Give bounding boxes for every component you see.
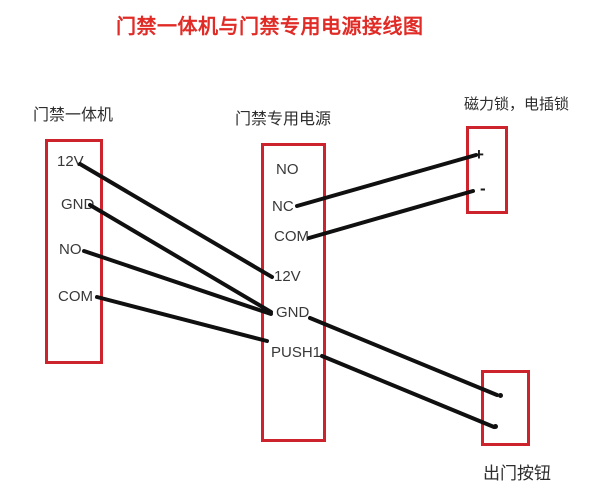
lock-terminal-plus: + bbox=[474, 145, 484, 164]
controller-terminal-no: NO bbox=[59, 241, 82, 258]
power-terminal-gnd: GND bbox=[276, 304, 310, 321]
wire-controller.GND-to-power.GND bbox=[88, 203, 273, 314]
power-label: 门禁专用电源 bbox=[235, 111, 332, 128]
exit-button-terminal-dot-bottom bbox=[493, 424, 498, 429]
lock-label: 磁力锁，电插锁 bbox=[464, 96, 570, 113]
exit-button-box bbox=[481, 370, 530, 446]
controller-terminal-12v: 12V bbox=[57, 153, 84, 170]
exit-button-terminal-dot-top bbox=[498, 393, 503, 398]
wire-power.GND-to-exit_button.top bbox=[308, 316, 499, 397]
power-terminal-push1: PUSH1 bbox=[271, 344, 322, 361]
power-terminal-12v: 12V bbox=[274, 268, 301, 285]
lock-box bbox=[466, 126, 508, 214]
diagram-title: 门禁一体机与门禁专用电源接线图 bbox=[116, 16, 424, 38]
wire-controller.12V-to-power.12V bbox=[78, 162, 274, 279]
exit-button-label: 出门按钮 bbox=[483, 464, 551, 483]
power-box bbox=[261, 143, 326, 442]
power-terminal-no: NO bbox=[276, 161, 299, 178]
wire-controller.COM-to-power.PUSH1 bbox=[95, 295, 269, 343]
wire-power.COM-to-lock.minus bbox=[307, 189, 475, 240]
lock-terminal-minus: - bbox=[480, 179, 486, 198]
controller-label: 门禁一体机 bbox=[33, 107, 114, 124]
controller-terminal-com: COM bbox=[58, 288, 93, 305]
controller-terminal-gnd: GND bbox=[61, 196, 95, 213]
power-terminal-nc: NC bbox=[272, 198, 294, 215]
power-terminal-com: COM bbox=[274, 228, 309, 245]
wire-controller.NO-to-power.GND bbox=[82, 249, 273, 316]
wire-power.PUSH1-to-exit_button.bottom bbox=[320, 354, 496, 429]
